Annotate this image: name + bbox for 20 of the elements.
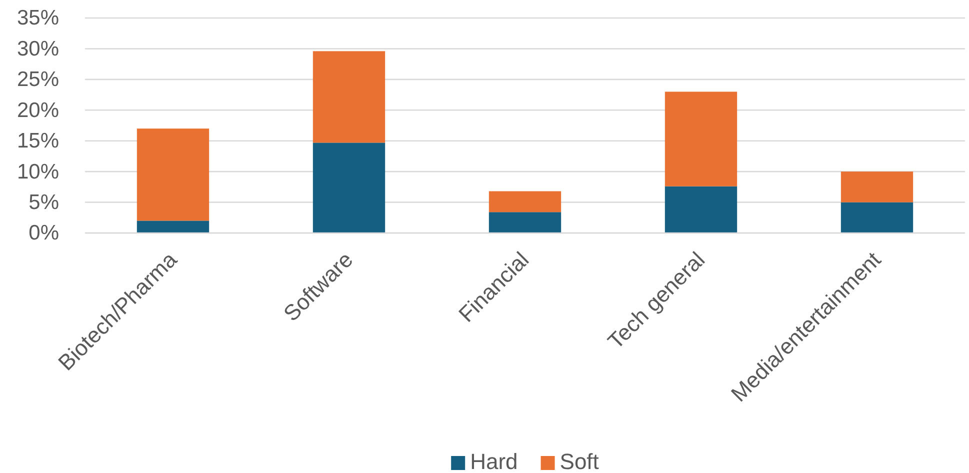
y-tick-label: 30% [16,37,59,60]
bar [840,172,914,202]
bar [488,191,562,212]
bar [312,142,386,233]
bar [136,220,210,233]
y-tick-label: 0% [28,222,59,245]
bar [664,92,738,186]
bar [312,51,386,143]
y-tick-label: 5% [28,191,59,214]
y-tick-label: 25% [16,68,59,92]
bar [840,202,914,233]
y-tick-label: 10% [16,160,59,184]
bar [488,212,562,233]
y-tick-label: 35% [16,6,59,30]
y-tick-label: 15% [16,130,59,153]
bar [664,186,738,233]
legend-label: Soft [560,449,599,473]
legend-label: Hard [470,449,518,473]
bar [136,128,210,221]
y-tick-label: 20% [16,98,59,122]
